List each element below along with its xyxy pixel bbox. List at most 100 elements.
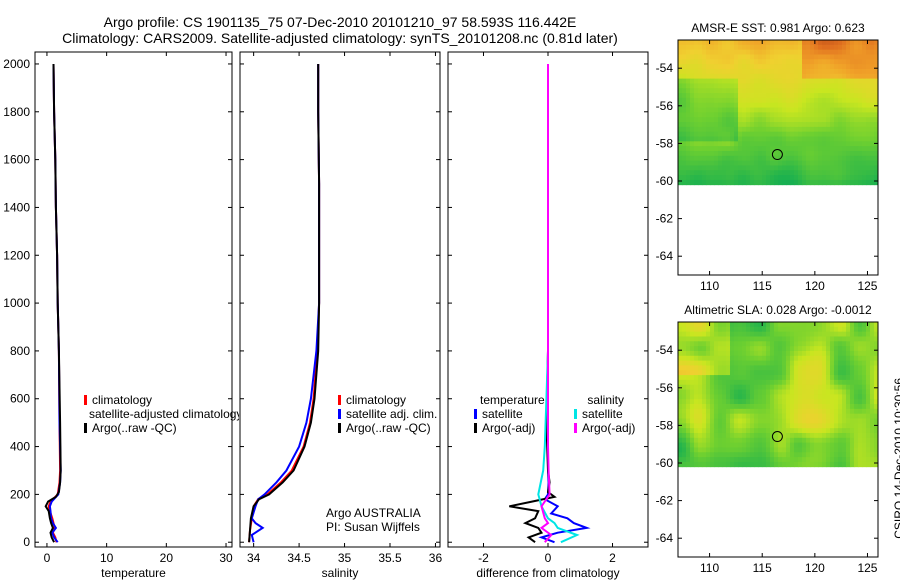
sst_map-cell xyxy=(766,150,771,157)
sst_map-cell xyxy=(850,88,855,94)
sst_map-cell xyxy=(866,102,871,108)
sla_map-cell xyxy=(698,384,703,390)
sla_map-cell xyxy=(814,394,819,400)
sla_map-cell xyxy=(874,413,879,419)
sst_map-cell xyxy=(798,179,803,186)
sst_map-cell xyxy=(718,175,723,181)
sst_map-cell xyxy=(826,73,831,80)
sla_map-cell xyxy=(710,428,715,434)
sla_map-cell xyxy=(822,418,827,424)
sla_map-cell xyxy=(678,428,683,434)
sla_map-cell xyxy=(690,413,695,419)
sst_map-cell xyxy=(862,170,867,176)
sla_map-ytick-label: -64 xyxy=(656,531,674,545)
sla_map-cell xyxy=(754,336,759,342)
sla_map-cell xyxy=(722,360,727,366)
sla_map-cell xyxy=(874,346,879,352)
sst_map-cell xyxy=(842,160,847,166)
sst_map-cell xyxy=(738,150,743,157)
sst_map-cell xyxy=(766,49,771,55)
sla_map-cell xyxy=(786,442,791,448)
sst_map-cell xyxy=(754,146,759,152)
sla_map-cell xyxy=(874,379,879,386)
sst_map-cell xyxy=(858,175,863,181)
sla_map-cell xyxy=(874,365,879,371)
sst_map-ytick-label: -56 xyxy=(656,99,674,113)
legend-label-climatology: climatology xyxy=(92,393,153,407)
sla_map-cell xyxy=(762,326,767,333)
sst_map-cell xyxy=(758,170,763,176)
sla_map-cell xyxy=(810,365,815,371)
sst_map-cell xyxy=(810,49,815,55)
sst_map-cell xyxy=(702,49,707,55)
sla_map-cell xyxy=(742,437,747,444)
sla_map-cell xyxy=(826,346,831,352)
sst_map-cell xyxy=(862,165,867,171)
sla_map-cell xyxy=(874,404,879,410)
sla_map-cell xyxy=(722,442,727,448)
sla_map-cell xyxy=(826,399,831,405)
sla_map-cell xyxy=(706,399,711,405)
sst_map-cell xyxy=(846,146,851,152)
sst_map-cell xyxy=(714,59,719,65)
sst_map-cell xyxy=(758,68,763,75)
sst_map-cell xyxy=(770,102,775,108)
legend-label-sal-satellite: satellite xyxy=(582,407,623,421)
sla_map-cell xyxy=(830,365,835,371)
sla_map-cell xyxy=(802,355,807,362)
sst_map-cell xyxy=(778,68,783,75)
sst_map-cell xyxy=(782,97,787,104)
sst_map-cell xyxy=(810,112,815,118)
sst_map-cell xyxy=(774,117,779,123)
sst_map-cell xyxy=(750,165,755,171)
sla_map-cell xyxy=(734,399,739,405)
sla_map-cell xyxy=(870,341,875,347)
sst_map-cell xyxy=(830,73,835,80)
sst_map-cell xyxy=(794,170,799,176)
sla_map-cell xyxy=(762,370,767,376)
sla_map-cell xyxy=(794,428,799,434)
sla_map-cell xyxy=(754,331,759,337)
sla_map-cell xyxy=(742,418,747,424)
sla_map-cell xyxy=(698,370,703,376)
sla_map-cell xyxy=(874,370,879,376)
sst_map-cell xyxy=(754,88,759,94)
sst_map-cell xyxy=(826,155,831,162)
sla_map-cell xyxy=(810,384,815,390)
sla_map-cell xyxy=(834,452,839,458)
sla_map-cell xyxy=(718,389,723,395)
sst_map-cell xyxy=(778,102,783,108)
sla_map-cell xyxy=(854,379,859,386)
sst_map-cell xyxy=(766,131,771,137)
sst_map-cell xyxy=(794,155,799,162)
sla_map-cell xyxy=(714,389,719,395)
sla_map-cell xyxy=(714,384,719,390)
sst_map-cell xyxy=(726,126,731,133)
sst_map-cell xyxy=(814,83,819,89)
sst_map-cell xyxy=(730,102,735,108)
sst_map-cell xyxy=(866,112,871,118)
sst_map-cell xyxy=(758,49,763,55)
sla_map-cell xyxy=(794,322,799,328)
sst_map-cell xyxy=(806,44,811,51)
sla_map-cell xyxy=(790,404,795,410)
temperature-xlabel: temperature xyxy=(101,566,166,580)
sst_map-cell xyxy=(786,146,791,152)
sla_map-cell xyxy=(698,428,703,434)
sst_map-cell xyxy=(866,88,871,94)
sst_map-cell xyxy=(762,175,767,181)
sla_map-cell xyxy=(830,452,835,458)
sla_map-cell xyxy=(722,336,727,342)
sst_map-cell xyxy=(774,160,779,166)
sla_map-cell xyxy=(714,447,719,453)
figure-title-line2: Climatology: CARS2009. Satellite-adjuste… xyxy=(62,30,618,46)
sst_map-cell xyxy=(742,150,747,157)
sla_map-cell xyxy=(774,437,779,444)
sla_map-cell xyxy=(770,360,775,366)
sst_map-cell xyxy=(730,160,735,166)
sst_map-cell xyxy=(870,107,875,113)
sst_map-cell xyxy=(798,131,803,137)
sla_map-cell xyxy=(874,423,879,429)
sla_map-cell xyxy=(858,322,863,328)
sla_map-cell xyxy=(686,375,691,381)
